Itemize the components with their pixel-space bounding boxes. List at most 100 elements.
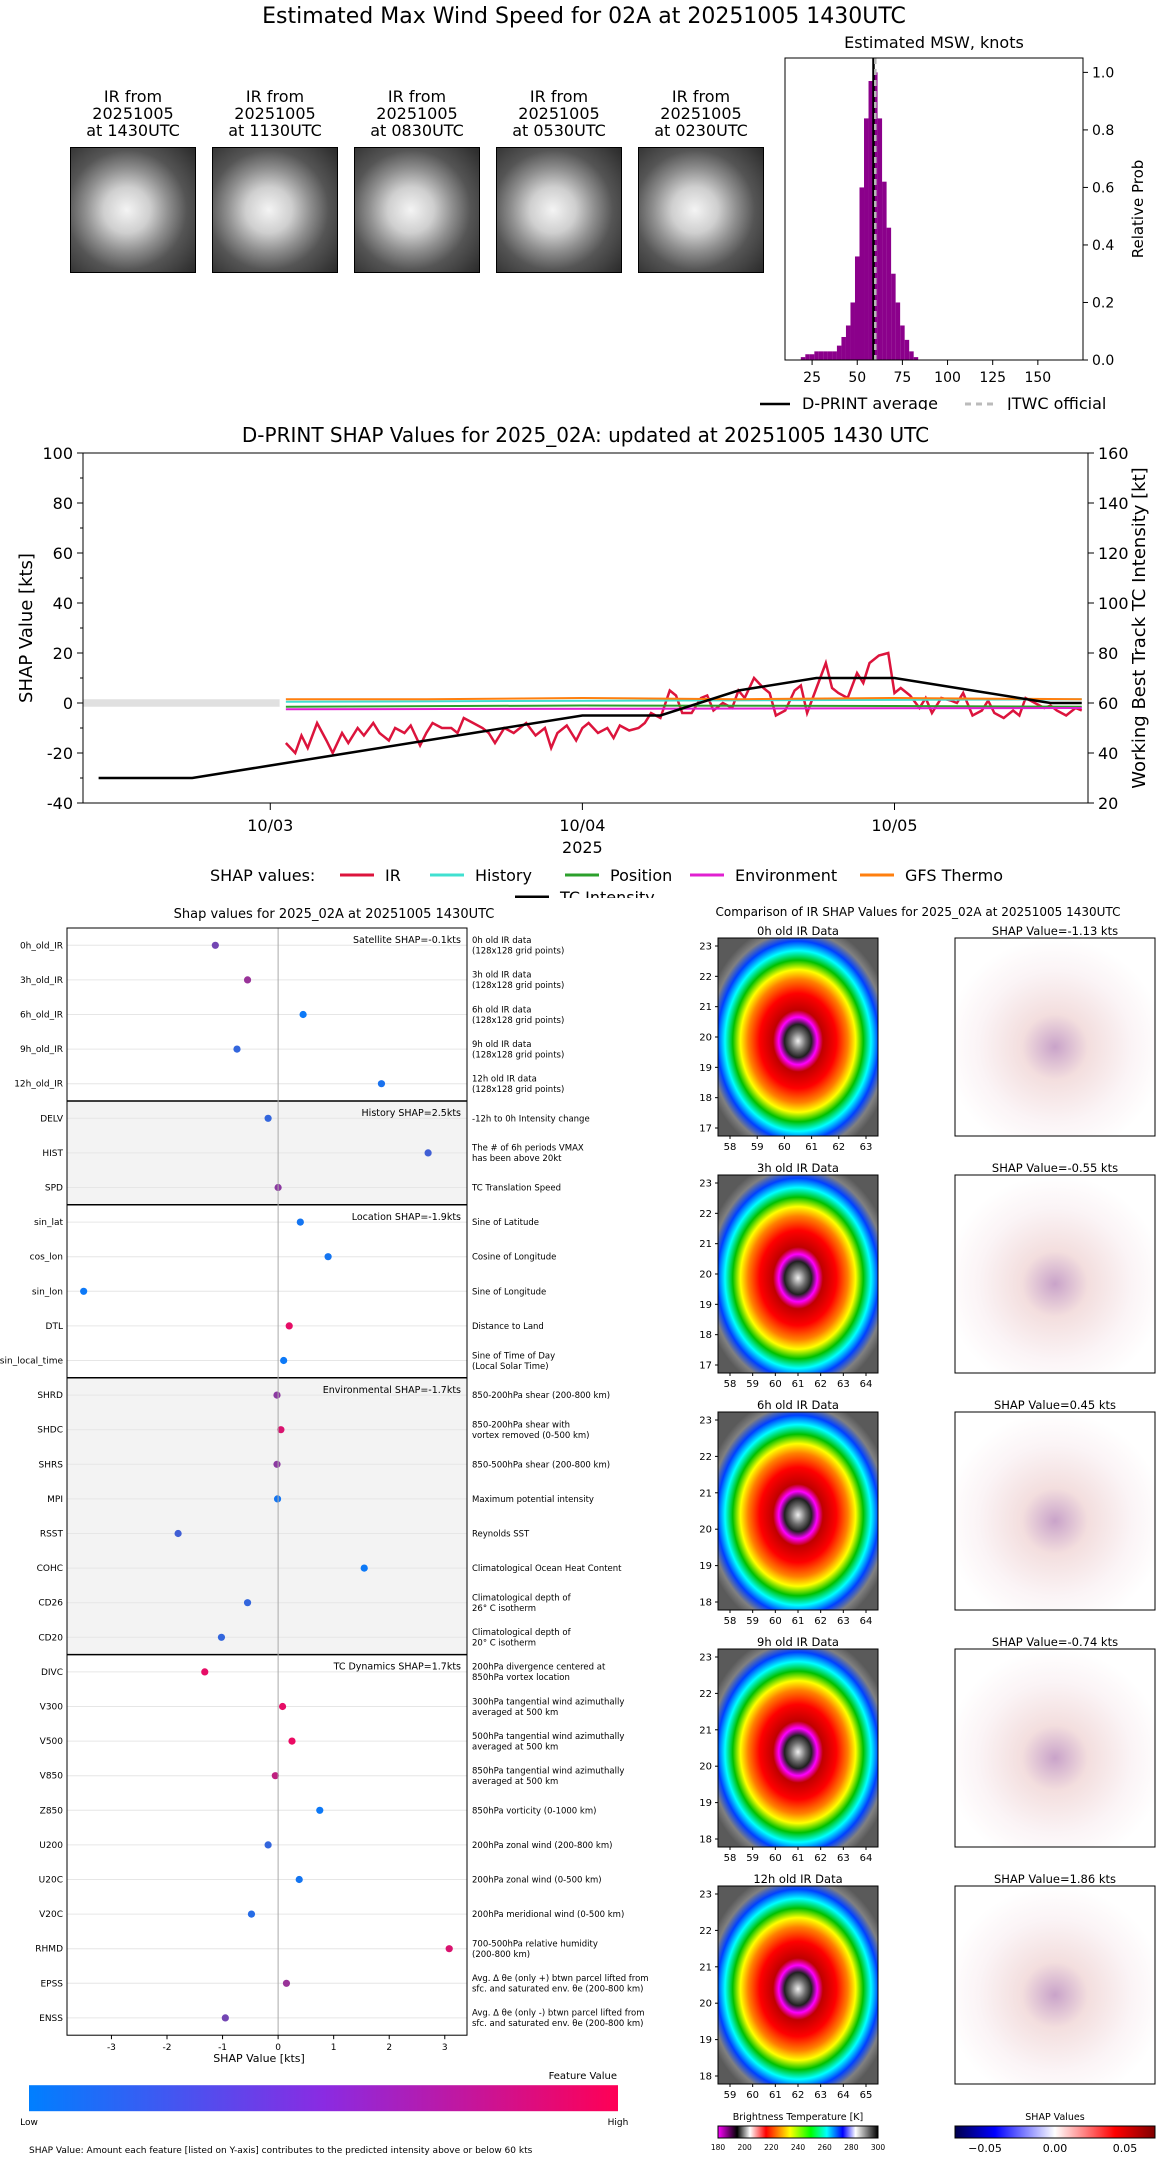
ir-ytick: 19: [699, 2035, 712, 2046]
legend-label: TC Intensity: [559, 888, 655, 898]
ir-panel-image: [717, 1648, 879, 1848]
shap-colorbar: [954, 2125, 1156, 2139]
histogram-bar: [818, 351, 824, 360]
ir-xtick: 63: [837, 1616, 850, 1627]
feature-desc: 0h old IR data: [472, 936, 531, 946]
shap-xtick: -1: [218, 2043, 227, 2053]
feature-name: 12h_old_IR: [14, 1080, 63, 1090]
feature-desc: 200hPa zonal wind (200-800 km): [472, 1841, 612, 1851]
timeseries-ytick: 0: [63, 694, 73, 713]
feature-name: HIST: [42, 1149, 63, 1159]
ir-xtick: 59: [724, 2090, 737, 2101]
histogram-bar: [836, 345, 842, 360]
timeseries-ytick: -20: [47, 744, 73, 763]
shap-xlabel: SHAP Value [kts]: [213, 2052, 305, 2065]
ir-xtick: 62: [814, 1853, 827, 1864]
feature-desc: 12h old IR data: [472, 1074, 537, 1084]
thumb-label: IR from 20251005 at 1430UTC: [86, 87, 180, 140]
bt-tick: 260: [818, 2143, 833, 2152]
ir-ytick: 18: [699, 1835, 712, 1846]
ir-ytick: 19: [699, 1561, 712, 1572]
group-shade: [67, 1377, 467, 1655]
timeseries-xtick: 10/04: [559, 816, 605, 835]
timeseries-ytick: 40: [53, 594, 73, 613]
ir-ytick: 21: [699, 1962, 712, 1973]
histogram-bar: [895, 302, 901, 360]
shap-xtick: -3: [107, 2043, 116, 2053]
histogram-bar: [859, 187, 865, 360]
feature-desc: 200hPa divergence centered at: [472, 1663, 606, 1673]
feature-desc: Climatological depth of: [472, 1593, 572, 1603]
histogram-frame: [784, 57, 1084, 361]
ir-xtick: 60: [769, 1853, 782, 1864]
feature-point: [280, 1356, 288, 1365]
feature-desc: Reynolds SST: [472, 1530, 530, 1540]
ir-panel-title: 9h old IR Data: [757, 1635, 839, 1649]
ir-xtick: 62: [792, 2090, 805, 2101]
feature-point: [221, 2014, 229, 2022]
ir-xtick: 58: [724, 1616, 737, 1627]
timeseries-y2tick: 100: [1098, 594, 1129, 613]
ir-ytick: 18: [699, 2072, 712, 2083]
series-line-position: [285, 704, 1082, 708]
feature-name: cos_lon: [30, 1253, 63, 1263]
feature-point: [445, 1945, 453, 1953]
histogram-bar: [913, 357, 919, 360]
ir-panel-image: [717, 1174, 879, 1374]
histogram-xtick: 50: [848, 370, 866, 386]
feature-desc: (128x128 grid points): [472, 1050, 564, 1060]
ir-xtick: 58: [724, 1853, 737, 1864]
ir-xtick: 60: [769, 1616, 782, 1627]
feature-point: [296, 1218, 304, 1226]
footnote-shap: SHAP Value: Amount each feature [listed …: [29, 2146, 533, 2156]
shap-chart-title: Shap values for 2025_02A at 20251005 143…: [174, 907, 495, 922]
feature-point: [377, 1080, 386, 1088]
feature-name: DIVC: [41, 1668, 63, 1678]
ir-xtick: 59: [746, 1379, 759, 1390]
feature-desc: Sine of Latitude: [472, 1218, 539, 1228]
feature-point: [217, 1633, 226, 1641]
feature-point: [360, 1564, 368, 1572]
feature-desc: (200-800 km): [472, 1950, 530, 1960]
legend-label: Position: [610, 866, 672, 885]
colorbar-high: High: [608, 2118, 629, 2128]
ir-ytick: 21: [699, 1002, 712, 1013]
ir-ytick: 22: [699, 1452, 712, 1463]
shap-xtick: 3: [442, 2043, 448, 2053]
histogram-xtick: 25: [803, 370, 821, 386]
feature-name: 6h_old_IR: [20, 1011, 63, 1021]
ir-xtick: 61: [792, 1379, 805, 1390]
shap-feature-chart: Shap values for 2025_02A at 20251005 143…: [0, 907, 649, 2156]
timeseries-frame: [82, 452, 1089, 804]
colorbar-title: Feature Value: [549, 2071, 617, 2082]
histogram-bar: [850, 302, 855, 360]
ir-ytick: 23: [699, 1416, 712, 1427]
feature-name: RHMD: [35, 1945, 63, 1955]
legend-label: History: [475, 866, 532, 885]
ir-xtick: 59: [746, 1853, 759, 1864]
feature-name: V500: [40, 1737, 64, 1747]
feature-name: sin_lat: [34, 1218, 63, 1228]
legend-label: Environment: [735, 866, 837, 885]
shap-xtick: 1: [331, 2043, 337, 2053]
ir-ytick: 23: [699, 1653, 712, 1664]
shap-panel-title: SHAP Value=-0.55 kts: [992, 1161, 1118, 1175]
ir-thumbnail-image: [212, 147, 338, 273]
thumb-label: IR from 20251005 at 0230UTC: [654, 87, 748, 140]
feature-desc: 850hPa tangential wind azimuthally: [472, 1766, 624, 1776]
feature-point: [295, 1875, 303, 1884]
ir-ytick: 23: [699, 942, 712, 953]
shap-cb-tick: 0.05: [1113, 2142, 1138, 2155]
ir-panel-image: [717, 1411, 879, 1611]
ir-ytick: 20: [699, 1762, 712, 1773]
comparison-title: Comparison of IR SHAP Values for 2025_02…: [716, 905, 1121, 919]
ir-ytick: 23: [699, 1179, 712, 1190]
feature-desc: Cosine of Longitude: [472, 1253, 556, 1263]
series-line-history: [285, 698, 1082, 703]
histogram-bar: [800, 357, 806, 360]
feature-name: V300: [40, 1703, 64, 1713]
ir-ytick: 18: [699, 1093, 712, 1104]
feature-point: [264, 1841, 272, 1849]
feature-name: U200: [39, 1841, 63, 1851]
legend-dprint-label: D-PRINT average: [802, 394, 938, 410]
